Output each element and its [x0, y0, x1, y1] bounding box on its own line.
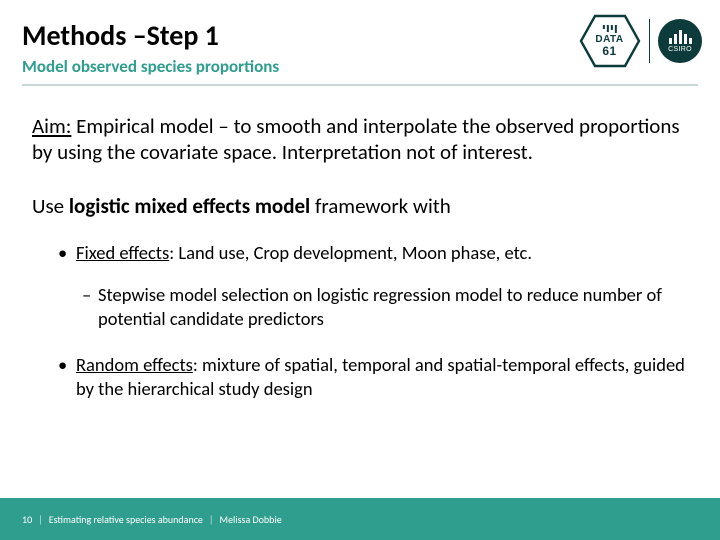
bullet-random-effects: Random effects: mixture of spatial, temp…	[58, 353, 688, 401]
footer-page-number: 10	[22, 513, 32, 526]
fixed-effects-text: : Land use, Crop development, Moon phase…	[169, 241, 532, 264]
data61-logo: DATA 61	[579, 14, 641, 68]
aim-label: Aim:	[32, 113, 71, 139]
csiro-bars-icon	[669, 30, 692, 44]
data61-number: 61	[602, 44, 616, 58]
footer-bar: 10 | Estimating relative species abundan…	[0, 498, 720, 540]
use-bold: logistic mixed effects model	[69, 193, 310, 219]
use-line: Use logistic mixed effects model framewo…	[32, 193, 688, 219]
use-post: framework with	[310, 193, 451, 219]
footer-separator: |	[209, 513, 214, 526]
fixed-effects-label: Fixed effects	[76, 241, 169, 264]
title-divider	[22, 84, 698, 86]
footer-separator: |	[38, 513, 43, 526]
aim-paragraph: Aim: Empirical model – to smooth and int…	[32, 114, 688, 165]
data61-bars-icon	[595, 25, 623, 33]
slide: Methods –Step 1 Model observed species p…	[0, 0, 720, 540]
csiro-logo: CSIRO	[658, 19, 702, 63]
footer-author: Melissa Dobbie	[220, 513, 282, 526]
slide-title: Methods –Step 1	[22, 18, 219, 53]
logo-separator	[649, 19, 651, 63]
aim-text: Empirical model – to smooth and interpol…	[32, 113, 680, 165]
slide-subtitle: Model observed species proportions	[22, 56, 279, 77]
bullet-fixed-effects: Fixed effects: Land use, Crop developmen…	[58, 241, 688, 265]
content-area: Aim: Empirical model – to smooth and int…	[32, 114, 688, 419]
random-effects-label: Random effects	[76, 353, 193, 376]
footer-title: Estimating relative species abundance	[49, 513, 203, 526]
use-pre: Use	[32, 193, 69, 219]
bullet-stepwise: Stepwise model selection on logistic reg…	[82, 283, 688, 330]
logo-area: DATA 61 CSIRO	[579, 14, 703, 68]
csiro-text: CSIRO	[668, 46, 692, 53]
